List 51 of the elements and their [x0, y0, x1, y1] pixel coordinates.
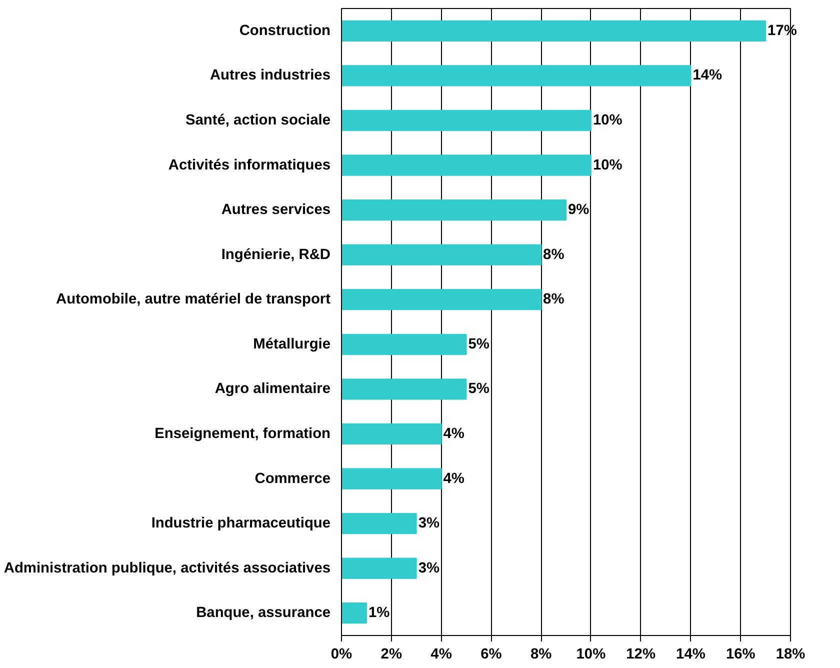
x-tick-label: 10%	[576, 646, 606, 662]
data-label: 9%	[568, 202, 590, 218]
data-label: 4%	[443, 470, 464, 487]
x-tick-label: 6%	[480, 646, 502, 662]
x-tick-label: 2%	[380, 646, 402, 662]
bar	[342, 602, 367, 624]
data-label: 5%	[468, 381, 490, 398]
bar	[342, 558, 417, 579]
data-label: 1%	[368, 605, 390, 622]
y-tick-label: Santé, action sociale	[186, 112, 331, 128]
y-tick-label: Autres services	[221, 202, 331, 218]
bar	[342, 244, 542, 266]
bar	[342, 423, 442, 445]
x-tick-label: 0%	[330, 646, 352, 662]
y-tick-label: Automobile, autre matériel de transport	[56, 292, 331, 308]
bar	[342, 154, 592, 176]
y-tick-label: Industrie pharmaceutique	[151, 516, 331, 532]
y-tick-label: Activités informatiques	[168, 157, 331, 174]
data-label: 14%	[692, 68, 722, 84]
y-tick-label: Administration publique, activités associatives	[4, 560, 331, 576]
bar	[342, 110, 592, 132]
x-tick-label: 16%	[726, 646, 756, 662]
bar	[342, 289, 542, 310]
y-tick-label: Banque, assurance	[196, 605, 330, 622]
x-tick-label: 8%	[530, 646, 552, 662]
x-tick-label: 18%	[776, 646, 806, 662]
x-tick-label: 4%	[430, 646, 452, 662]
bar	[342, 334, 467, 355]
data-label: 3%	[418, 516, 440, 532]
data-label: 10%	[592, 112, 622, 128]
x-tick-label: 12%	[626, 646, 656, 662]
data-label: 10%	[592, 157, 622, 174]
y-tick-label: Autres industries	[210, 68, 331, 84]
data-label: 8%	[543, 246, 564, 263]
y-tick-label: Enseignement, formation	[154, 426, 331, 442]
bar	[342, 468, 442, 490]
y-tick-label: Métallurgie	[253, 336, 331, 352]
y-tick-label: Construction	[239, 22, 331, 39]
bar	[342, 65, 692, 86]
data-label: 3%	[418, 560, 440, 576]
y-tick-label: Ingénierie, R&D	[221, 246, 331, 263]
x-tick-label: 14%	[676, 646, 706, 662]
bar	[342, 512, 417, 534]
bar	[342, 378, 467, 400]
data-label: 5%	[468, 336, 490, 352]
y-tick-label: Commerce	[254, 470, 331, 487]
data-label: 4%	[443, 426, 464, 442]
bar	[342, 20, 766, 42]
bar	[342, 199, 566, 221]
data-label: 8%	[543, 292, 564, 308]
y-tick-label: Agro alimentaire	[214, 381, 330, 398]
